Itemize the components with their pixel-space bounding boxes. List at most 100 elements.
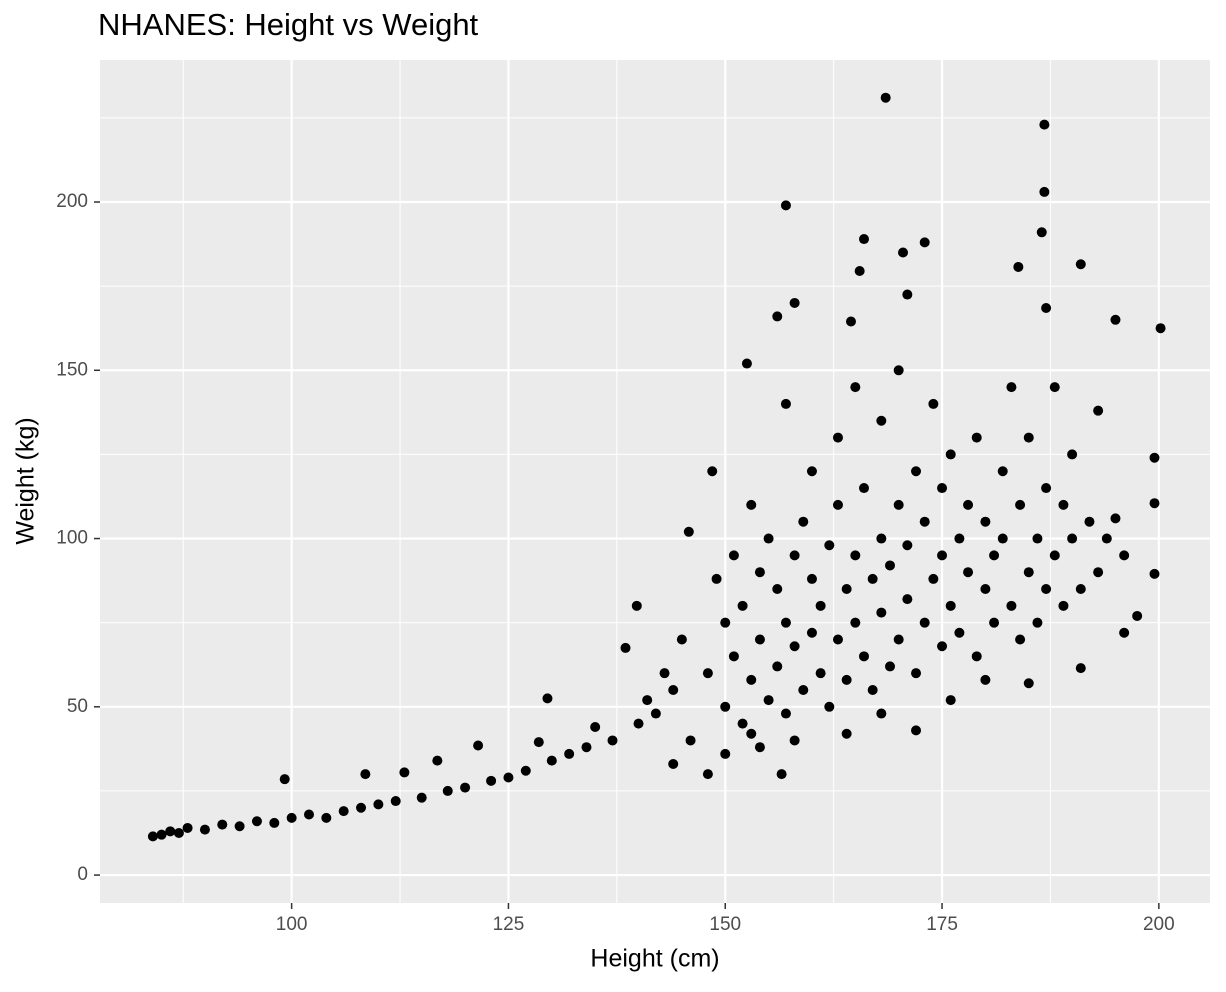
- point: [1149, 452, 1160, 463]
- point: [1039, 119, 1050, 130]
- point: [876, 607, 887, 618]
- point: [945, 600, 956, 611]
- point: [893, 634, 904, 645]
- point: [1075, 584, 1086, 595]
- x-axis-title: Height (cm): [590, 945, 719, 973]
- point: [564, 748, 575, 759]
- point: [850, 550, 861, 561]
- point: [1013, 261, 1024, 272]
- point: [1036, 227, 1047, 238]
- point: [841, 674, 852, 685]
- point: [945, 695, 956, 706]
- point: [581, 742, 592, 753]
- point: [1049, 382, 1060, 393]
- point: [885, 661, 896, 672]
- point: [845, 316, 856, 327]
- point: [390, 796, 401, 807]
- point: [963, 567, 974, 578]
- point: [919, 516, 930, 527]
- y-tick-label: 100: [56, 528, 88, 549]
- point: [702, 769, 713, 780]
- point: [546, 755, 557, 766]
- point: [303, 809, 314, 820]
- point: [858, 651, 869, 662]
- point: [854, 266, 865, 277]
- point: [1101, 533, 1112, 544]
- y-tick-label: 200: [56, 191, 88, 212]
- point: [1093, 567, 1104, 578]
- point: [772, 311, 783, 322]
- point: [432, 755, 443, 766]
- point: [650, 708, 661, 719]
- point: [963, 499, 974, 510]
- point: [928, 398, 939, 409]
- point: [321, 812, 332, 823]
- point: [1149, 568, 1160, 579]
- point: [780, 398, 791, 409]
- point: [806, 627, 817, 638]
- point: [720, 701, 731, 712]
- point: [754, 567, 765, 578]
- x-tick-label: 125: [493, 914, 525, 935]
- point: [251, 816, 262, 827]
- point: [815, 600, 826, 611]
- point: [832, 634, 843, 645]
- x-tick-label: 150: [709, 914, 741, 935]
- point: [954, 627, 965, 638]
- point: [954, 533, 965, 544]
- point: [1058, 499, 1069, 510]
- point: [165, 826, 176, 837]
- point: [542, 693, 553, 704]
- point: [746, 728, 757, 739]
- point: [789, 735, 800, 746]
- point: [902, 594, 913, 605]
- point: [867, 573, 878, 584]
- point: [980, 584, 991, 595]
- point: [937, 641, 948, 652]
- point: [182, 822, 193, 833]
- point: [1049, 550, 1060, 561]
- point: [1032, 617, 1043, 628]
- point: [772, 584, 783, 595]
- point: [1155, 323, 1166, 334]
- point: [971, 432, 982, 443]
- point: [885, 560, 896, 571]
- point: [850, 617, 861, 628]
- point: [737, 718, 748, 729]
- point: [676, 634, 687, 645]
- point: [668, 759, 679, 770]
- point: [720, 748, 731, 759]
- chart-title: NHANES: Height vs Weight: [98, 7, 479, 42]
- point: [156, 829, 167, 840]
- point: [911, 668, 922, 679]
- point: [989, 617, 1000, 628]
- point: [1075, 663, 1086, 674]
- point: [1084, 516, 1095, 527]
- point: [711, 573, 722, 584]
- point: [858, 234, 869, 245]
- point: [824, 701, 835, 712]
- point: [728, 550, 739, 561]
- point: [269, 817, 280, 828]
- point: [754, 634, 765, 645]
- point: [832, 432, 843, 443]
- point: [1023, 432, 1034, 443]
- point: [1041, 483, 1052, 494]
- point: [590, 721, 601, 732]
- point: [997, 533, 1008, 544]
- point: [199, 824, 210, 835]
- point: [1149, 498, 1160, 509]
- point: [356, 802, 367, 813]
- point: [754, 742, 765, 753]
- x-tick-label: 175: [926, 914, 958, 935]
- point: [919, 617, 930, 628]
- point: [867, 684, 878, 695]
- point: [642, 695, 653, 706]
- point: [1132, 610, 1143, 621]
- point: [880, 92, 891, 103]
- point: [997, 466, 1008, 477]
- point: [1110, 513, 1121, 524]
- point: [989, 550, 1000, 561]
- point: [234, 821, 245, 832]
- point: [1015, 499, 1026, 510]
